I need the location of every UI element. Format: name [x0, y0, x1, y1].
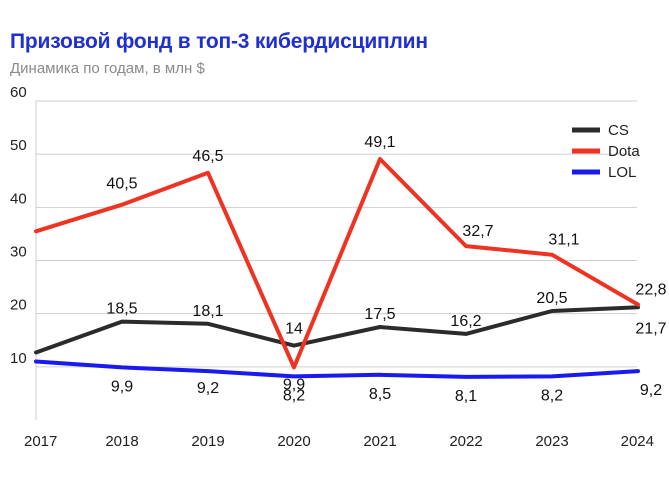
y-tick-label: 10 — [10, 350, 27, 367]
data-label-lol: 9,2 — [640, 382, 662, 399]
x-tick-label: 2020 — [277, 433, 310, 450]
data-label-cs: 18,5 — [106, 301, 137, 318]
chart-subtitle: Динамика по годам, в млн $ — [10, 60, 205, 77]
data-label-dota: 22,8 — [635, 282, 666, 299]
chart-title: Призовой фонд в топ-3 кибердисциплин — [10, 30, 428, 53]
series-line-cs — [34, 305, 640, 355]
data-label-cs: 16,2 — [450, 313, 481, 330]
series-line-lol — [34, 359, 640, 379]
y-tick-label: 50 — [10, 137, 27, 154]
data-label-cs: 20,5 — [536, 290, 567, 307]
data-label-lol: 9,9 — [111, 378, 133, 395]
data-label-lol: 8,5 — [369, 386, 391, 403]
y-tick-label: 20 — [10, 297, 27, 314]
data-label-dota: 40,5 — [106, 176, 137, 193]
data-label-dota: 9,9 — [283, 376, 305, 393]
x-tick-label: 2024 — [621, 433, 654, 450]
series-line-dota — [34, 157, 640, 370]
data-label-lol: 8,2 — [541, 387, 563, 404]
data-label-dota: 46,5 — [192, 148, 223, 165]
y-tick-label: 40 — [10, 190, 27, 207]
x-tick-label: 2019 — [191, 433, 224, 450]
y-tick-label: 60 — [10, 84, 27, 101]
y-tick-label: 30 — [10, 244, 27, 261]
data-label-cs: 21,7 — [635, 320, 666, 337]
data-label-lol: 8,2 — [283, 387, 305, 404]
data-label-lol: 8,1 — [455, 388, 477, 405]
x-tick-label: 2017 — [24, 433, 57, 450]
data-label-cs: 18,1 — [192, 303, 223, 320]
x-tick-label: 2022 — [449, 433, 482, 450]
data-label-dota: 31,1 — [548, 232, 579, 249]
data-label-lol: 9,2 — [197, 380, 219, 397]
x-tick-label: 2021 — [363, 433, 396, 450]
legend-label-lol: LOL — [608, 164, 636, 181]
data-label-dota: 49,1 — [364, 134, 395, 151]
legend-label-cs: CS — [608, 122, 629, 139]
data-label-cs: 17,5 — [364, 306, 395, 323]
legend-label-dota: Dota — [608, 143, 640, 160]
x-tick-label: 2018 — [105, 433, 138, 450]
data-label-cs: 14 — [285, 321, 303, 338]
x-tick-label: 2023 — [535, 433, 568, 450]
data-label-dota: 32,7 — [462, 223, 493, 240]
